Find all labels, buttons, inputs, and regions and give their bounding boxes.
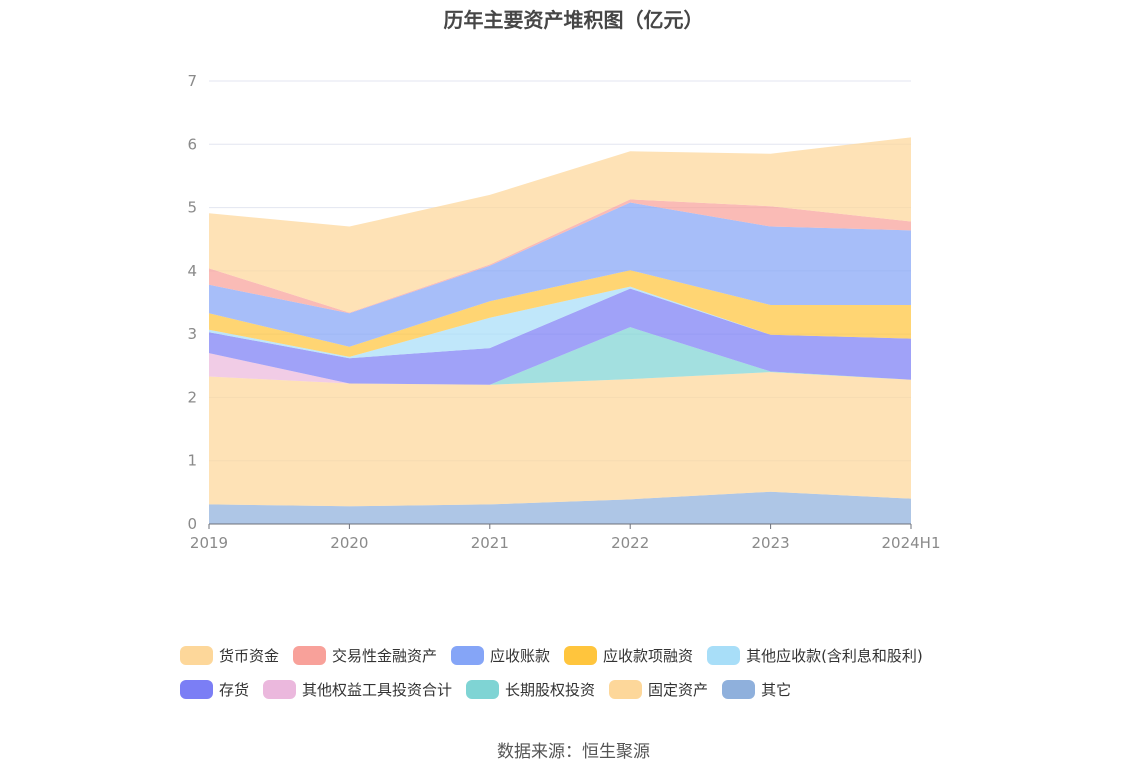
x-tick-label: 2019 <box>190 534 228 552</box>
legend-item[interactable]: 其它 <box>722 679 791 700</box>
y-tick-label: 6 <box>187 135 197 153</box>
legend-row: 存货 其他权益工具投资合计 长期股权投资 固定资产 其它 <box>180 672 1000 706</box>
area-长期股权投资 <box>209 327 911 385</box>
area-其他权益工具投资合计 <box>209 327 911 385</box>
legend-item[interactable]: 其他权益工具投资合计 <box>263 679 452 700</box>
area-其它 <box>209 491 911 524</box>
source-note: 数据来源：恒生聚源 <box>497 742 650 762</box>
legend-label: 长期股权投资 <box>505 680 596 699</box>
area-货币资金 <box>209 137 911 313</box>
y-tick-label: 7 <box>187 72 197 90</box>
legend-label: 交易性金融资产 <box>332 646 438 665</box>
legend-item[interactable]: 交易性金融资产 <box>293 645 437 666</box>
y-tick-label: 1 <box>187 452 197 470</box>
legend-swatch <box>707 645 741 665</box>
axes: 0 1 2 3 4 5 6 7 2019 2020 2021 2022 2023 2024H1 <box>187 72 940 552</box>
legend-swatch <box>564 645 598 665</box>
legend-label: 应收款项融资 <box>603 646 694 665</box>
legend-item[interactable]: 货币资金 <box>180 645 279 666</box>
legend-row: 货币资金 交易性金融资产 应收账款 应收款项融资 其他应收款(含利息和股利) <box>180 638 1000 672</box>
legend-swatch <box>293 645 327 665</box>
legend-item[interactable]: 其他应收款(含利息和股利) <box>707 645 923 666</box>
x-tick-label: 2021 <box>471 534 509 552</box>
y-tick-label: 4 <box>187 262 197 280</box>
legend-label: 应收账款 <box>490 646 551 665</box>
chart-title: 历年主要资产堆积图（亿元） <box>443 8 704 32</box>
x-tick-label: 2020 <box>330 534 368 552</box>
legend-label: 存货 <box>219 680 250 699</box>
legend-swatch <box>180 645 213 665</box>
legend-label: 其他权益工具投资合计 <box>302 680 453 699</box>
area-应收款项融资 <box>209 270 911 357</box>
x-tick-label: 2024H1 <box>882 534 941 552</box>
legend: 货币资金 交易性金融资产 应收账款 应收款项融资 其他应收款(含利息和股利) 存货 其他权益… <box>180 638 1000 706</box>
legend-item[interactable]: 应收账款 <box>451 645 550 666</box>
legend-swatch <box>451 645 485 665</box>
legend-item[interactable]: 固定资产 <box>609 679 708 700</box>
y-tick-label: 2 <box>187 388 197 406</box>
legend-swatch <box>263 679 297 699</box>
legend-label: 固定资产 <box>648 680 709 699</box>
area-series <box>209 137 911 524</box>
legend-swatch <box>722 679 756 699</box>
legend-item[interactable]: 长期股权投资 <box>466 679 595 700</box>
x-tick-label: 2022 <box>611 534 649 552</box>
legend-swatch <box>466 679 500 699</box>
x-tick-label: 2023 <box>752 534 790 552</box>
legend-swatch <box>180 679 213 699</box>
legend-item[interactable]: 存货 <box>180 679 249 700</box>
legend-label: 其它 <box>761 680 792 699</box>
legend-label: 货币资金 <box>219 646 280 665</box>
legend-label: 其他应收款(含利息和股利) <box>746 646 923 665</box>
y-tick-label: 0 <box>187 515 197 533</box>
y-tick-label: 3 <box>187 325 197 343</box>
y-tick-label: 5 <box>187 199 197 217</box>
area-固定资产 <box>209 372 911 507</box>
area-应收账款 <box>209 202 911 347</box>
area-存货 <box>209 288 911 385</box>
legend-item[interactable]: 应收款项融资 <box>564 645 693 666</box>
legend-swatch <box>609 679 643 699</box>
